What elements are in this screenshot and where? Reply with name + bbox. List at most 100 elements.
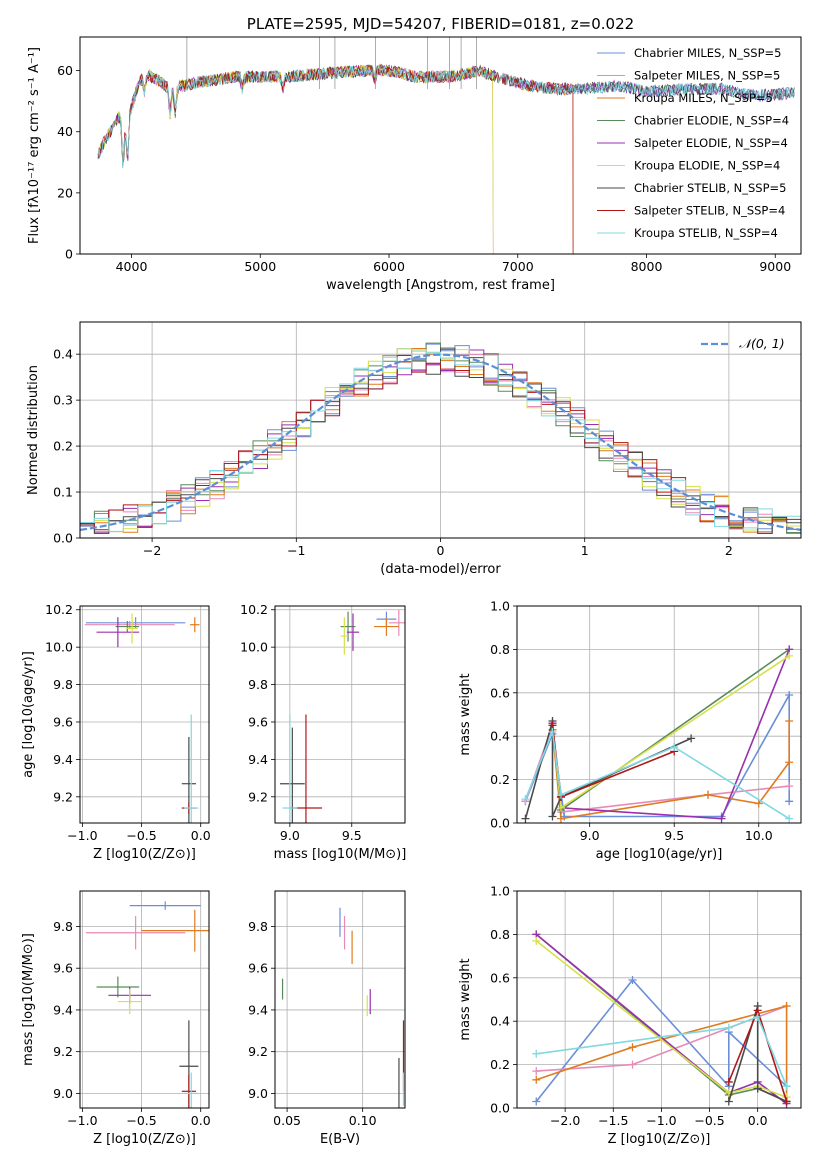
weight-marker <box>782 1097 791 1106</box>
x-tick-label: 9.0 <box>280 828 300 843</box>
weight-marker <box>521 814 530 823</box>
legend-label: Salpeter MILES, N_SSP=5 <box>634 69 780 83</box>
plot-frame <box>79 36 802 255</box>
spectrum-line <box>97 64 494 254</box>
spectrum-line <box>97 64 494 254</box>
normal-curve <box>80 353 801 531</box>
x-tick-label: −1.0 <box>67 828 97 843</box>
y-axis-label: mass [log10(M/M⊙)] <box>21 933 36 1066</box>
spectrum-line <box>97 63 574 254</box>
x-tick-label: 8000 <box>631 259 663 274</box>
x-tick-label: 4000 <box>116 259 148 274</box>
weight-marker <box>521 795 530 804</box>
data-point <box>117 989 142 1015</box>
y-tick-label: 9.6 <box>248 961 268 976</box>
legend-label: Kroupa STELIB, N_SSP=4 <box>634 226 778 240</box>
x-axis-label: Z [log10(Z/Z⊙)] <box>93 847 196 862</box>
y-tick-label: 9.4 <box>248 1002 268 1017</box>
mass-vs-extinction-panel: 0.05 0.10 9.0 9.2 9.4 9.6 9.8 E(B-V) <box>248 890 406 1147</box>
data-point <box>129 901 201 910</box>
y-tick-label: 9.4 <box>248 752 268 767</box>
weight-marker <box>532 1097 541 1106</box>
x-tick-label: −1 <box>287 543 305 558</box>
weight-marker <box>687 734 696 743</box>
y-tick-label: 20 <box>57 185 73 200</box>
x-tick-label: 9000 <box>759 259 791 274</box>
histogram-step <box>80 350 801 532</box>
weight-marker <box>782 1082 791 1091</box>
weight-marker <box>532 1067 541 1076</box>
age-vs-metallicity-panel: −1.0 −0.5 0.0 9.2 9.4 9.6 9.8 10.0 10.2 Z [log10(… <box>21 602 211 862</box>
data-point <box>282 714 298 823</box>
y-tick-label: 9.2 <box>248 789 268 804</box>
y-axis-label: Flux [fλ10⁻¹⁷ erg cm⁻² s⁻¹ A⁻¹] <box>27 47 42 244</box>
weight-marker <box>785 651 794 660</box>
x-tick-label: 0.0 <box>191 1113 211 1128</box>
y-tick-label: 0.6 <box>490 685 510 700</box>
data-point <box>96 617 140 648</box>
data-point <box>181 1074 196 1108</box>
weight-marker <box>628 1060 637 1069</box>
weight-marker <box>548 727 557 736</box>
plot-area <box>279 609 405 823</box>
data-point <box>184 714 199 823</box>
legend-label: Salpeter ELODIE, N_SSP=4 <box>634 136 788 150</box>
weight-line <box>536 1004 788 1102</box>
weight-marker <box>717 814 726 823</box>
weight-marker <box>670 743 679 752</box>
y-tick-label: 0.4 <box>490 729 510 744</box>
y-tick-label: 0 <box>65 247 73 262</box>
age-vs-mass-panel: 9.0 9.5 9.2 9.4 9.6 9.8 10.0 10.2 mass [log10(M/… <box>240 602 407 862</box>
plot-area <box>281 907 405 1108</box>
plot-area <box>97 37 795 254</box>
x-tick-label: −1.5 <box>598 1113 628 1128</box>
y-axis-label: Normed distribution <box>26 365 41 495</box>
y-tick-label: 0.2 <box>490 1057 510 1072</box>
weight-line <box>535 940 787 1098</box>
weight-marker <box>782 1002 791 1011</box>
legend-label: Salpeter STELIB, N_SSP=4 <box>634 204 785 218</box>
plot-frame <box>79 321 802 539</box>
y-tick-label: 0.0 <box>53 531 73 546</box>
data-point <box>190 617 200 633</box>
mass-vs-metallicity-panel: −1.0 −0.5 0.0 9.0 9.2 9.4 9.6 9.8 Z [log10(Z/Z⊙)… <box>21 890 211 1147</box>
weight-marker <box>628 1043 637 1052</box>
x-tick-label: 0.10 <box>349 1113 377 1128</box>
weight-marker <box>532 1075 541 1084</box>
y-tick-label: 0.2 <box>53 439 73 454</box>
data-point <box>184 1072 199 1108</box>
y-tick-label: 0.4 <box>53 347 73 362</box>
y-tick-label: 10.0 <box>45 640 73 655</box>
y-tick-label: 0.1 <box>53 485 73 500</box>
y-tick-label: 9.4 <box>53 752 73 767</box>
grid <box>80 606 209 823</box>
y-axis-label: mass weight <box>458 958 473 1040</box>
plot-frame <box>274 605 406 824</box>
weight-marker <box>704 790 713 799</box>
legend-label: Chabrier STELIB, N_SSP=5 <box>634 181 786 195</box>
x-axis-label: mass [log10(M/M⊙)] <box>274 847 407 862</box>
y-tick-label: 9.6 <box>53 961 73 976</box>
x-tick-label: 9.5 <box>342 828 362 843</box>
y-tick-label: 9.8 <box>53 677 73 692</box>
plot-frame <box>79 605 210 824</box>
grid <box>80 891 209 1108</box>
x-axis-label: Z [log10(Z/Z⊙)] <box>93 1132 196 1147</box>
y-tick-label: 10.0 <box>240 640 268 655</box>
x-tick-label: 0 <box>437 543 445 558</box>
data-point <box>181 736 196 823</box>
weight-marker <box>532 936 541 945</box>
y-tick-label: 1.0 <box>490 884 510 899</box>
y-tick-label: 9.8 <box>248 677 268 692</box>
y-tick-label: 0.0 <box>490 816 510 831</box>
y-tick-label: 9.6 <box>248 714 268 729</box>
x-axis-label: (data-model)/error <box>380 562 501 577</box>
legend: Chabrier MILES, N_SSP=5 Salpeter MILES, N… <box>597 46 789 240</box>
y-tick-label: 10.2 <box>240 602 268 617</box>
weight-line <box>536 1015 788 1087</box>
x-tick-label: 1 <box>581 543 589 558</box>
data-point <box>84 620 175 629</box>
weight-marker <box>724 1023 733 1032</box>
weight-marker <box>548 812 557 821</box>
x-tick-label: 10.0 <box>745 828 773 843</box>
